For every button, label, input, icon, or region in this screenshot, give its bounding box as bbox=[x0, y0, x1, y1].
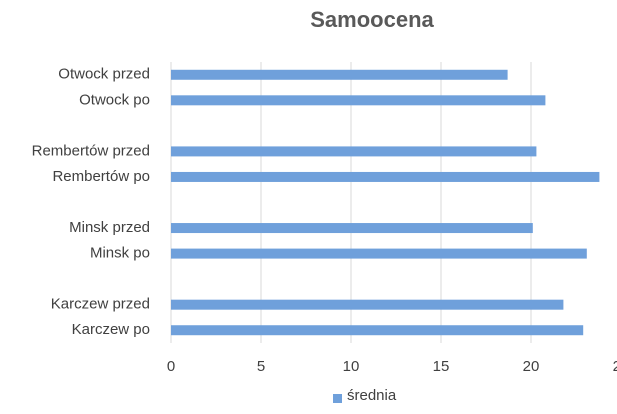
bar bbox=[171, 325, 584, 336]
bar bbox=[171, 223, 533, 234]
legend-label: średnia bbox=[347, 387, 397, 404]
y-tick-label: Karczew przed bbox=[51, 296, 150, 313]
y-tick-label: Minsk przed bbox=[69, 219, 150, 236]
x-tick-label: 5 bbox=[257, 358, 265, 375]
y-tick-label: Karczew po bbox=[72, 321, 150, 338]
y-tick-label: Minsk po bbox=[90, 245, 150, 262]
y-tick-label: Otwock przed bbox=[58, 66, 150, 83]
legend-swatch bbox=[333, 394, 342, 403]
bar bbox=[171, 95, 546, 106]
x-tick-label: 0 bbox=[167, 358, 175, 375]
y-tick-label: Otwock po bbox=[79, 91, 150, 108]
chart-title: Samoocena bbox=[310, 7, 434, 32]
x-tick-label: 15 bbox=[433, 358, 450, 375]
bar bbox=[171, 69, 508, 80]
y-tick-label: Rembertów przed bbox=[32, 142, 150, 159]
x-tick-label: 20 bbox=[523, 358, 540, 375]
x-tick-label: 10 bbox=[343, 358, 360, 375]
bar bbox=[171, 248, 587, 259]
bar bbox=[171, 171, 600, 182]
x-tick-label: 25 bbox=[613, 358, 617, 375]
bar bbox=[171, 299, 564, 310]
bar bbox=[171, 146, 537, 157]
y-tick-label: Rembertów po bbox=[52, 168, 150, 185]
